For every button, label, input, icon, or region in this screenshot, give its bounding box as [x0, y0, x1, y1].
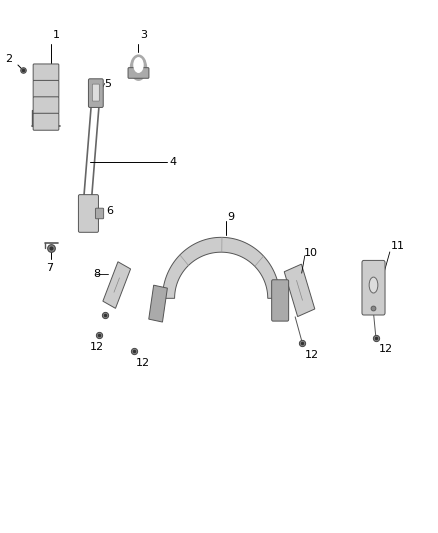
Polygon shape [284, 264, 315, 317]
FancyBboxPatch shape [95, 208, 104, 219]
Ellipse shape [130, 54, 147, 81]
Text: 7: 7 [46, 263, 53, 273]
FancyBboxPatch shape [78, 195, 99, 232]
FancyBboxPatch shape [88, 79, 103, 108]
Text: 9: 9 [228, 212, 235, 222]
FancyBboxPatch shape [33, 97, 59, 114]
FancyBboxPatch shape [272, 280, 289, 321]
Text: 3: 3 [141, 29, 148, 39]
Text: 2: 2 [5, 54, 12, 64]
FancyBboxPatch shape [362, 261, 385, 315]
FancyBboxPatch shape [92, 84, 99, 101]
Text: 11: 11 [391, 241, 405, 251]
Text: 6: 6 [107, 206, 114, 216]
Polygon shape [149, 285, 167, 322]
Text: 12: 12 [136, 358, 150, 368]
Ellipse shape [133, 57, 144, 73]
Text: 12: 12 [379, 344, 393, 354]
Text: 5: 5 [105, 78, 112, 88]
Ellipse shape [369, 277, 378, 293]
FancyBboxPatch shape [128, 68, 149, 78]
FancyBboxPatch shape [33, 64, 59, 81]
Text: 12: 12 [90, 342, 104, 352]
Text: 1: 1 [53, 29, 60, 39]
Polygon shape [103, 262, 131, 309]
Text: 12: 12 [305, 350, 319, 360]
FancyBboxPatch shape [33, 80, 59, 98]
Text: 8: 8 [93, 269, 100, 279]
Text: 4: 4 [169, 157, 176, 167]
Polygon shape [162, 237, 280, 298]
Text: 10: 10 [304, 248, 318, 259]
FancyBboxPatch shape [33, 114, 59, 130]
